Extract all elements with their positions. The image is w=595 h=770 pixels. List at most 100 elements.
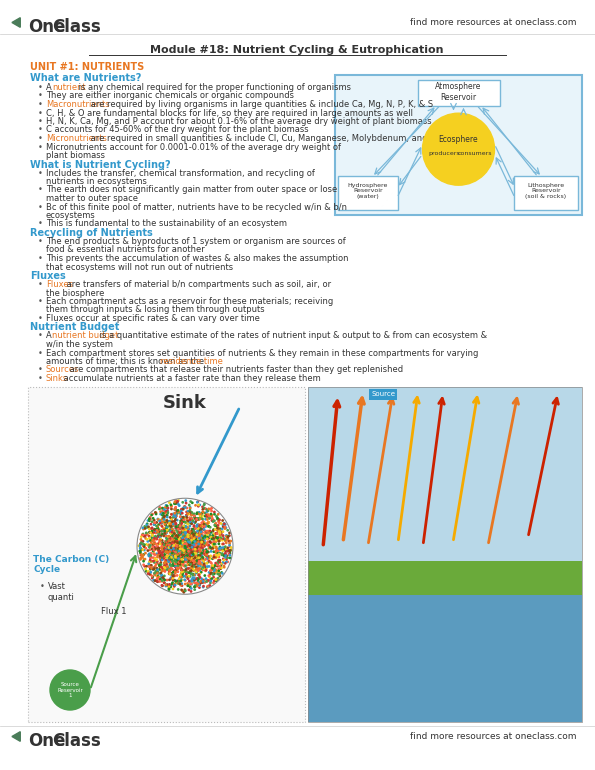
- Point: [187, 560, 197, 572]
- Point: [151, 531, 160, 543]
- Point: [150, 518, 159, 531]
- Point: [181, 542, 191, 554]
- Point: [165, 544, 174, 557]
- Point: [162, 500, 172, 512]
- Point: [151, 537, 161, 550]
- Text: Fluxes occur at specific rates & can vary over time: Fluxes occur at specific rates & can var…: [46, 314, 260, 323]
- Text: Micronutrients account for 0.0001-0.01% of the average dry weight of: Micronutrients account for 0.0001-0.01% …: [46, 142, 341, 152]
- Point: [206, 542, 216, 554]
- Point: [203, 539, 213, 551]
- Point: [187, 537, 196, 549]
- Point: [176, 559, 186, 571]
- Point: [216, 544, 226, 556]
- Point: [193, 534, 202, 546]
- Point: [202, 575, 212, 588]
- Point: [201, 531, 210, 544]
- Point: [156, 561, 166, 573]
- Point: [183, 557, 193, 570]
- Point: [190, 555, 199, 567]
- Point: [180, 542, 190, 554]
- Point: [202, 564, 211, 576]
- Point: [192, 577, 201, 589]
- Point: [225, 537, 234, 550]
- Point: [202, 581, 212, 593]
- Point: [158, 580, 167, 592]
- Point: [146, 563, 155, 575]
- Point: [180, 543, 190, 555]
- Point: [181, 537, 190, 550]
- Point: [171, 549, 181, 561]
- Point: [211, 551, 220, 563]
- Point: [148, 530, 157, 542]
- Point: [173, 537, 182, 549]
- Point: [184, 545, 193, 557]
- Point: [208, 532, 218, 544]
- Point: [180, 543, 189, 555]
- Point: [164, 584, 174, 596]
- Point: [186, 539, 195, 551]
- Point: [171, 575, 180, 588]
- Point: [156, 550, 166, 562]
- Point: [183, 538, 193, 551]
- Point: [144, 566, 154, 578]
- Point: [192, 536, 202, 548]
- Point: [183, 541, 193, 554]
- Point: [189, 547, 198, 560]
- Point: [151, 507, 161, 519]
- Point: [194, 518, 203, 531]
- Point: [176, 550, 185, 562]
- Point: [215, 554, 225, 567]
- Point: [174, 544, 184, 557]
- Point: [163, 547, 173, 559]
- Point: [174, 542, 184, 554]
- Point: [173, 563, 183, 575]
- Point: [172, 510, 181, 522]
- Text: •: •: [38, 254, 43, 263]
- Point: [170, 549, 180, 561]
- Point: [185, 554, 195, 566]
- Point: [178, 538, 187, 551]
- Point: [181, 543, 190, 555]
- Point: [212, 546, 221, 558]
- Point: [190, 551, 200, 564]
- Point: [193, 512, 202, 524]
- Point: [183, 549, 192, 561]
- Point: [210, 541, 220, 553]
- Point: [164, 561, 173, 574]
- Point: [185, 547, 195, 559]
- Point: [214, 521, 223, 534]
- Point: [186, 547, 196, 559]
- FancyBboxPatch shape: [28, 387, 305, 722]
- Point: [191, 538, 201, 551]
- Point: [199, 519, 208, 531]
- Point: [179, 537, 189, 550]
- Point: [160, 525, 170, 537]
- Point: [178, 545, 187, 557]
- Point: [199, 521, 209, 533]
- Point: [182, 566, 192, 578]
- Point: [154, 544, 163, 556]
- Text: •: •: [38, 332, 43, 340]
- Point: [144, 539, 154, 551]
- Point: [174, 534, 184, 546]
- Point: [186, 562, 195, 574]
- Point: [181, 537, 190, 549]
- Point: [174, 537, 183, 549]
- Point: [180, 541, 189, 554]
- Point: [183, 539, 193, 551]
- Point: [148, 551, 158, 564]
- Point: [169, 551, 178, 564]
- Point: [197, 573, 206, 585]
- Point: [194, 532, 203, 544]
- Point: [182, 562, 192, 574]
- Point: [162, 547, 171, 559]
- Point: [164, 540, 173, 552]
- Point: [211, 538, 220, 551]
- Point: [158, 537, 168, 549]
- Point: [180, 521, 190, 533]
- Point: [164, 520, 173, 532]
- Point: [149, 537, 159, 550]
- Point: [140, 522, 149, 534]
- Point: [193, 578, 203, 590]
- Text: them through inputs & losing them through outputs: them through inputs & losing them throug…: [46, 306, 265, 314]
